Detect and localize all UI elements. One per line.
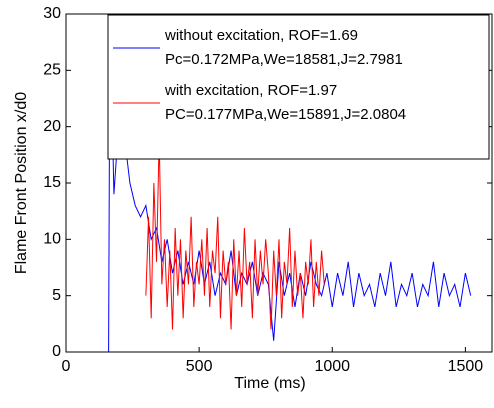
- y-tick-label: 15: [43, 174, 61, 191]
- x-tick-label: 1500: [448, 358, 484, 375]
- y-tick-label: 30: [43, 5, 61, 22]
- y-tick-label: 5: [52, 287, 61, 304]
- legend-label: without excitation, ROF=1.69 Pc=0.172MPa…: [165, 27, 403, 68]
- x-tick-label: 500: [186, 358, 213, 375]
- y-tick-label: 20: [43, 118, 61, 135]
- x-tick-label: 1000: [314, 358, 350, 375]
- x-tick-label: 0: [62, 358, 71, 375]
- y-tick-label: 10: [43, 231, 61, 248]
- legend-entry: without excitation, ROF=1.69 Pc=0.172MPa…: [165, 27, 403, 68]
- legend-box: [107, 14, 490, 160]
- series-line: [108, 14, 472, 352]
- y-axis-label: Flame Front Position x/d0: [13, 92, 30, 274]
- y-tick-label: 0: [52, 343, 61, 360]
- axes-box: [65, 13, 493, 353]
- legend-label: with excitation, ROF=1.97 PC=0.177MPa,We…: [165, 82, 407, 123]
- series-line: [145, 137, 325, 330]
- y-tick-label: 25: [43, 62, 61, 79]
- legend-entry: with excitation, ROF=1.97 PC=0.177MPa,We…: [165, 82, 407, 123]
- x-axis-label: Time (ms): [234, 375, 305, 392]
